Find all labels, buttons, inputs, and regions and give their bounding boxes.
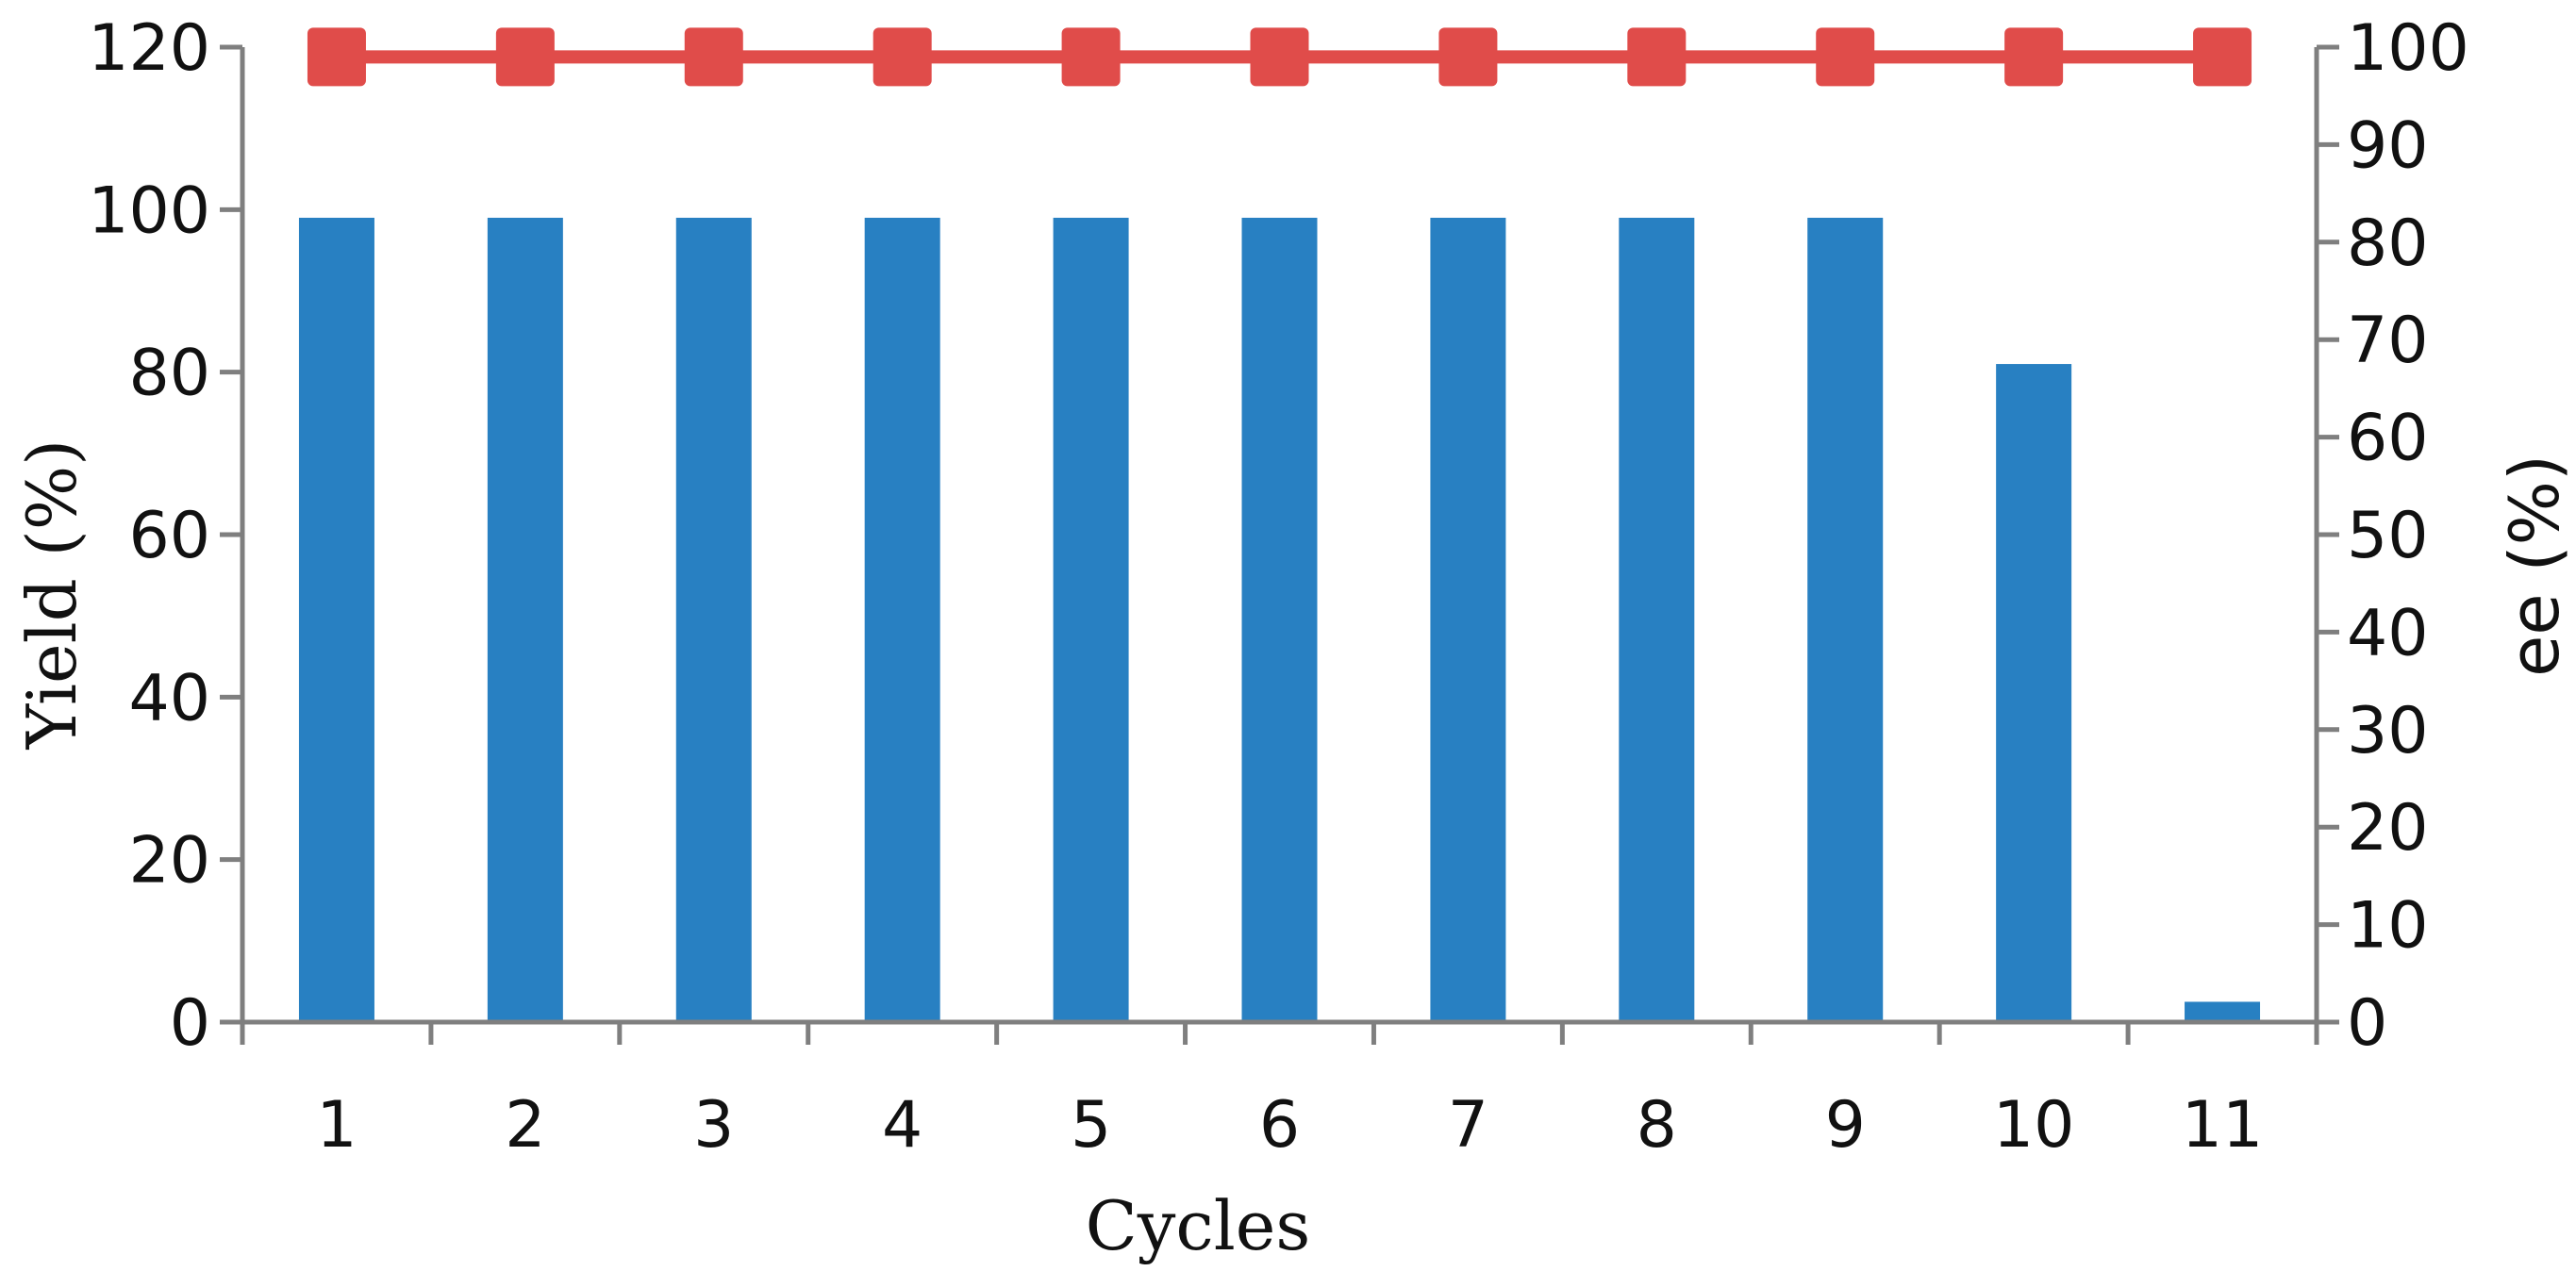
ee-marker-cycle-8 <box>1627 27 1687 87</box>
left-tick-label: 20 <box>128 824 210 899</box>
left-tick-label: 0 <box>170 986 210 1061</box>
left-tick-label: 40 <box>128 661 210 735</box>
ee-marker-cycle-3 <box>684 27 743 87</box>
right-tick-label: 100 <box>2347 11 2469 86</box>
bar-cycle-1 <box>298 217 374 1022</box>
right-tick-label: 20 <box>2347 791 2429 866</box>
ee-marker-cycle-11 <box>2193 27 2252 87</box>
left-axis-ticks: 0 20 40 60 80 100 120 <box>88 11 242 1061</box>
ee-marker-cycle-9 <box>1816 27 1875 87</box>
ee-marker-cycle-2 <box>495 27 555 87</box>
bar-cycle-10 <box>1996 364 2072 1022</box>
x-tick-label: 9 <box>1825 1088 1866 1163</box>
ee-marker-cycle-6 <box>1250 27 1309 87</box>
left-axis-title: Yield (%) <box>12 439 91 751</box>
x-tick-label: 7 <box>1448 1088 1488 1163</box>
x-tick-label: 8 <box>1637 1088 1677 1163</box>
bar-cycle-4 <box>864 217 940 1022</box>
x-tick-label: 2 <box>505 1088 545 1163</box>
x-tick-label: 5 <box>1071 1088 1111 1163</box>
x-tick-label: 3 <box>693 1088 734 1163</box>
right-tick-label: 90 <box>2347 108 2429 183</box>
ee-marker-cycle-10 <box>2004 27 2064 87</box>
ee-line-series <box>307 27 2252 87</box>
bar-cycle-9 <box>1807 217 1884 1022</box>
bar-cycle-7 <box>1430 217 1506 1022</box>
x-tick-label: 10 <box>1993 1088 2075 1163</box>
right-tick-label: 40 <box>2347 596 2429 670</box>
x-axis-ticks: 1 2 3 4 5 6 7 8 9 10 11 <box>240 1022 2319 1163</box>
bar-cycle-6 <box>1241 217 1318 1022</box>
right-tick-label: 70 <box>2347 304 2429 378</box>
x-axis-title: Cycles <box>1086 1186 1311 1265</box>
x-tick-label: 1 <box>316 1088 357 1163</box>
ee-marker-cycle-5 <box>1061 27 1121 87</box>
right-tick-label: 80 <box>2347 206 2429 281</box>
bar-cycle-11 <box>2185 1001 2261 1022</box>
right-tick-label: 60 <box>2347 402 2429 476</box>
right-axis-title: ee (%) <box>2495 454 2574 677</box>
right-tick-label: 10 <box>2347 889 2429 964</box>
left-tick-label: 60 <box>128 499 210 573</box>
right-tick-label: 50 <box>2347 499 2429 573</box>
bar-cycle-5 <box>1053 217 1129 1022</box>
right-tick-label: 0 <box>2347 986 2387 1061</box>
right-tick-label: 30 <box>2347 694 2429 768</box>
ee-marker-cycle-4 <box>873 27 932 87</box>
ee-marker-cycle-7 <box>1438 27 1498 87</box>
bar-series <box>298 217 2261 1022</box>
x-tick-label: 4 <box>882 1088 922 1163</box>
ee-marker-cycle-1 <box>307 27 366 87</box>
left-tick-label: 100 <box>88 173 210 248</box>
bar-cycle-8 <box>1619 217 1695 1022</box>
x-tick-label: 11 <box>2182 1088 2264 1163</box>
right-axis-ticks: 0 10 20 30 40 50 60 70 80 90 100 <box>2317 11 2469 1061</box>
bar-cycle-3 <box>675 217 752 1022</box>
bar-cycle-2 <box>487 217 563 1022</box>
left-tick-label: 120 <box>88 11 210 86</box>
x-tick-label: 6 <box>1259 1088 1300 1163</box>
left-tick-label: 80 <box>128 337 210 411</box>
